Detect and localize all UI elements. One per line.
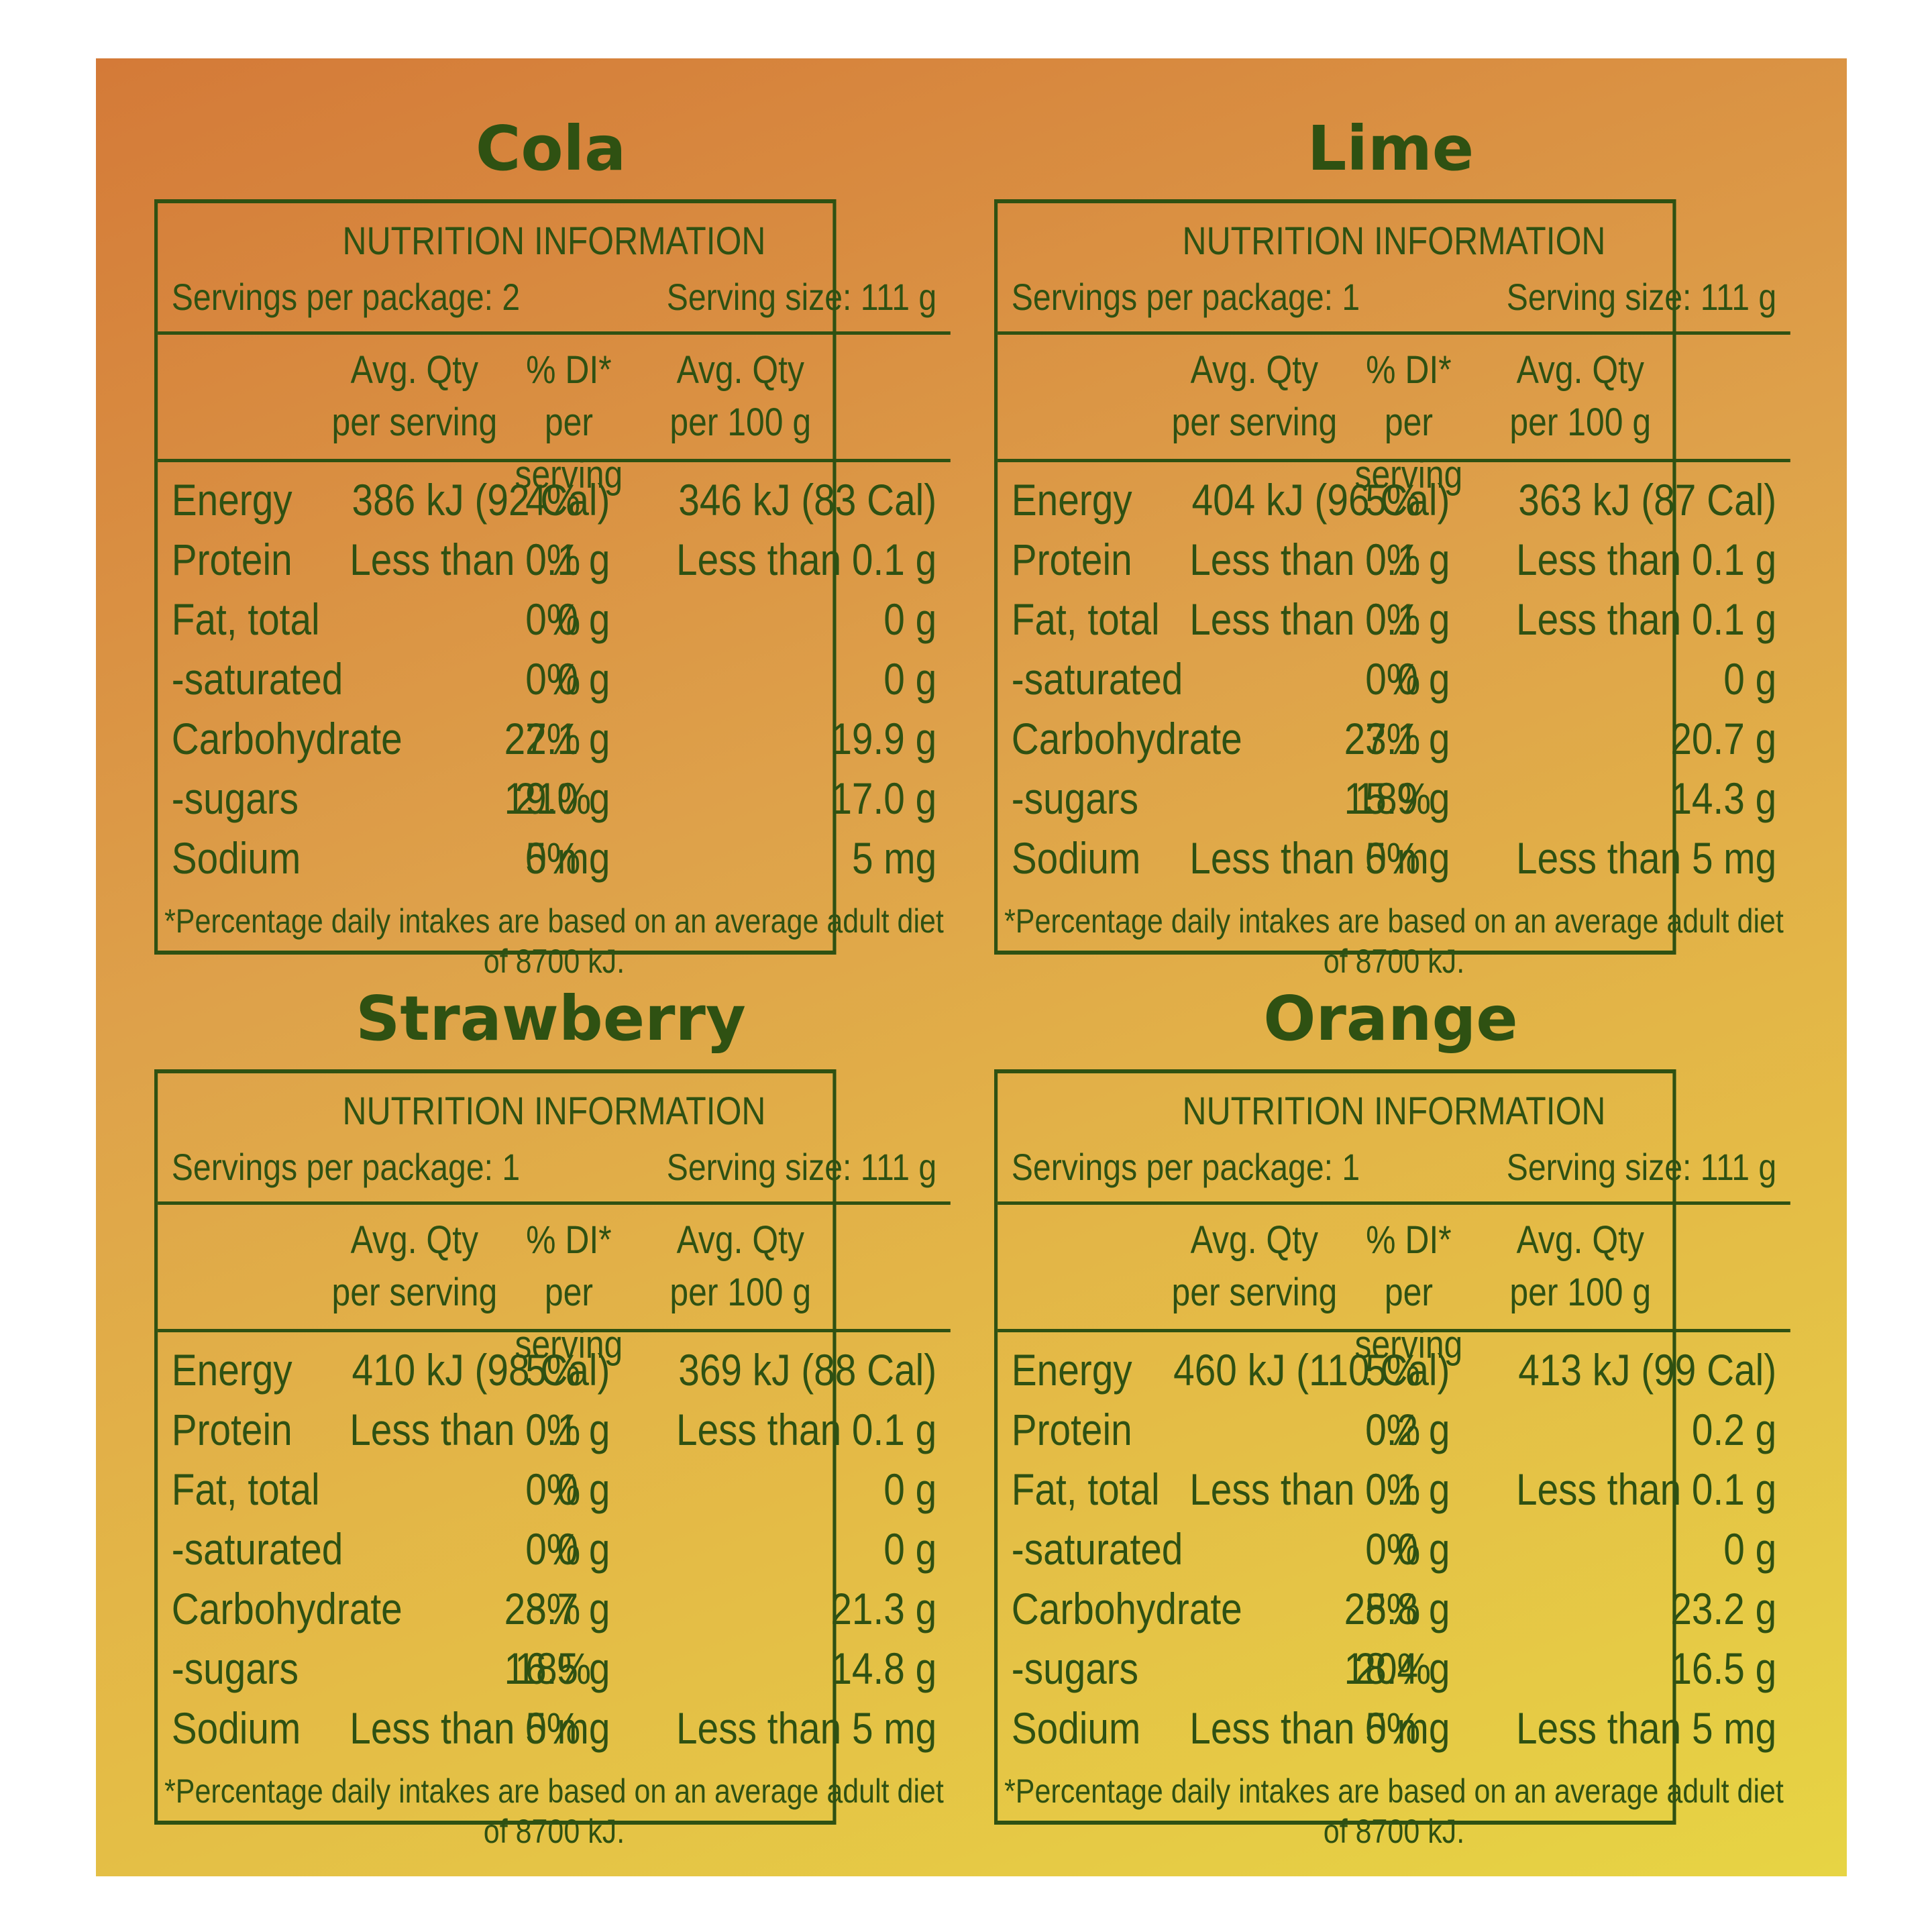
nutrient-row: Energy 386 kJ (92 Cal) 4% 346 kJ (83 Cal) <box>171 475 937 525</box>
servings-per-package: Servings per package: 2 <box>171 276 521 318</box>
nutrient-row: Fat, total Less than 0.1 g 0% Less than 0.1… <box>1011 594 1777 644</box>
footnote: *Percentage daily intakes are based on a… <box>1004 1772 1784 1850</box>
column-header-per-100g: Avg. Qty per 100 g <box>669 348 812 444</box>
nutrient-rows: Energy 386 kJ (92 Cal) 4% 346 kJ (83 Cal) P… <box>158 470 951 888</box>
nutrition-panel: NUTRITION INFORMATION Servings per packa… <box>154 199 951 980</box>
nutrient-row: Carbohydrate 23.7 g 8% 21.3 g <box>171 1584 937 1633</box>
nutrient-row: -saturated 0 g 0% 0 g <box>1011 1524 1777 1574</box>
column-headers: Avg. Qty per serving % DI* per serving Avg… <box>998 1205 1790 1366</box>
nutrient-row: Protein Less than 0.1 g 0% Less than 0.1 g <box>171 1405 937 1454</box>
nutrition-title: NUTRITION INFORMATION <box>342 1089 766 1133</box>
nutrient-row: -sugars 15.9 g 18% 14.3 g <box>1011 773 1777 823</box>
flavor-title: Orange <box>1263 983 1518 1055</box>
footnote: *Percentage daily intakes are based on a… <box>164 902 944 980</box>
nutrient-row: Sodium Less than 5 mg 0% Less than 5 mg <box>1011 1703 1777 1753</box>
nutrient-row: Sodium 5 mg 0% 5 mg <box>171 833 937 883</box>
flavor-title: Cola <box>475 113 627 184</box>
nutrient-row: -sugars 16.5 g 18% 14.8 g <box>171 1644 937 1693</box>
nutrient-rows: Energy 410 kJ (98 Cal) 5% 369 kJ (88 Cal) P… <box>158 1340 951 1758</box>
serving-size: Serving size: 111 g <box>1506 276 1777 318</box>
nutrient-row: Carbohydrate 22.1 g 7% 19.9 g <box>171 714 937 763</box>
flavor-title: Lime <box>1307 113 1474 184</box>
column-header-di: % DI* per serving <box>515 1218 623 1366</box>
nutrient-row: -saturated 0 g 0% 0 g <box>1011 654 1777 704</box>
nutrient-row: Protein 0.2 g 0% 0.2 g <box>1011 1405 1777 1454</box>
nutrient-row: Protein Less than 0.1 g 0% Less than 0.1 g <box>1011 535 1777 584</box>
column-header-per-100g: Avg. Qty per 100 g <box>1509 348 1652 444</box>
column-header-di: % DI* per serving <box>1354 348 1463 496</box>
nutrient-row: -saturated 0 g 0% 0 g <box>171 1524 937 1574</box>
nutrient-row: -sugars 19.0 g 21% 17.0 g <box>171 773 937 823</box>
nutrient-row: Fat, total 0 g 0% 0 g <box>171 594 937 644</box>
footnote: *Percentage daily intakes are based on a… <box>164 1772 944 1850</box>
nutrition-header: NUTRITION INFORMATION Servings per packa… <box>158 1073 951 1205</box>
label-panel: Cola NUTRITION INFORMATION Servings per … <box>96 58 1847 1876</box>
nutrient-rows: Energy 460 kJ (110 Cal) 5% 413 kJ (99 Cal) … <box>998 1340 1790 1758</box>
flavor-title: Strawberry <box>356 983 746 1055</box>
column-header-per-serving: Avg. Qty per serving <box>331 348 498 444</box>
column-header-per-100g: Avg. Qty per 100 g <box>1509 1218 1652 1314</box>
column-header-di: % DI* per serving <box>1354 1218 1463 1366</box>
nutrition-title: NUTRITION INFORMATION <box>1182 219 1606 263</box>
nutrient-row: Energy 404 kJ (96 Cal) 5% 363 kJ (87 Cal) <box>1011 475 1777 525</box>
serving-size: Serving size: 111 g <box>666 276 937 318</box>
nutrition-header: NUTRITION INFORMATION Servings per packa… <box>158 203 951 335</box>
servings-per-package: Servings per package: 1 <box>1011 1146 1360 1188</box>
nutrition-title: NUTRITION INFORMATION <box>342 219 766 263</box>
column-header-per-serving: Avg. Qty per serving <box>1171 348 1338 444</box>
nutrition-header: NUTRITION INFORMATION Servings per packa… <box>998 1073 1790 1205</box>
servings-per-package: Servings per package: 1 <box>1011 276 1360 318</box>
column-headers: Avg. Qty per serving % DI* per serving Avg… <box>158 335 951 496</box>
nutrient-row: Carbohydrate 25.8 g 8% 23.2 g <box>1011 1584 1777 1633</box>
column-header-per-serving: Avg. Qty per serving <box>331 1218 498 1314</box>
nutrient-row: Protein Less than 0.1 g 0% Less than 0.1 g <box>171 535 937 584</box>
nutrition-header: NUTRITION INFORMATION Servings per packa… <box>998 203 1790 335</box>
nutrition-panel: NUTRITION INFORMATION Servings per packa… <box>994 199 1790 980</box>
nutrient-row: -sugars 18.4 g 20% 16.5 g <box>1011 1644 1777 1693</box>
nutrient-row: Energy 460 kJ (110 Cal) 5% 413 kJ (99 Cal) <box>1011 1345 1777 1395</box>
column-headers: Avg. Qty per serving % DI* per serving Avg… <box>998 335 1790 496</box>
nutrient-row: Carbohydrate 23.1 g 7% 20.7 g <box>1011 714 1777 763</box>
nutrition-panel: NUTRITION INFORMATION Servings per packa… <box>154 1069 951 1850</box>
serving-size: Serving size: 111 g <box>666 1146 937 1188</box>
servings-per-package: Servings per package: 1 <box>171 1146 521 1188</box>
column-header-per-serving: Avg. Qty per serving <box>1171 1218 1338 1314</box>
column-headers: Avg. Qty per serving % DI* per serving Avg… <box>158 1205 951 1366</box>
nutrient-rows: Energy 404 kJ (96 Cal) 5% 363 kJ (87 Cal) P… <box>998 470 1790 888</box>
nutrition-title: NUTRITION INFORMATION <box>1182 1089 1606 1133</box>
serving-size: Serving size: 111 g <box>1506 1146 1777 1188</box>
nutrient-row: Sodium Less than 5 mg 0% Less than 5 mg <box>171 1703 937 1753</box>
column-header-per-100g: Avg. Qty per 100 g <box>669 1218 812 1314</box>
footnote: *Percentage daily intakes are based on a… <box>1004 902 1784 980</box>
nutrient-row: Energy 410 kJ (98 Cal) 5% 369 kJ (88 Cal) <box>171 1345 937 1395</box>
nutrition-panel: NUTRITION INFORMATION Servings per packa… <box>994 1069 1790 1850</box>
nutrient-row: Fat, total Less than 0.1 g 0% Less than 0.1… <box>1011 1464 1777 1514</box>
column-header-di: % DI* per serving <box>515 348 623 496</box>
nutrient-row: -saturated 0 g 0% 0 g <box>171 654 937 704</box>
nutrient-row: Fat, total 0 g 0% 0 g <box>171 1464 937 1514</box>
nutrient-row: Sodium Less than 5 mg 0% Less than 5 mg <box>1011 833 1777 883</box>
